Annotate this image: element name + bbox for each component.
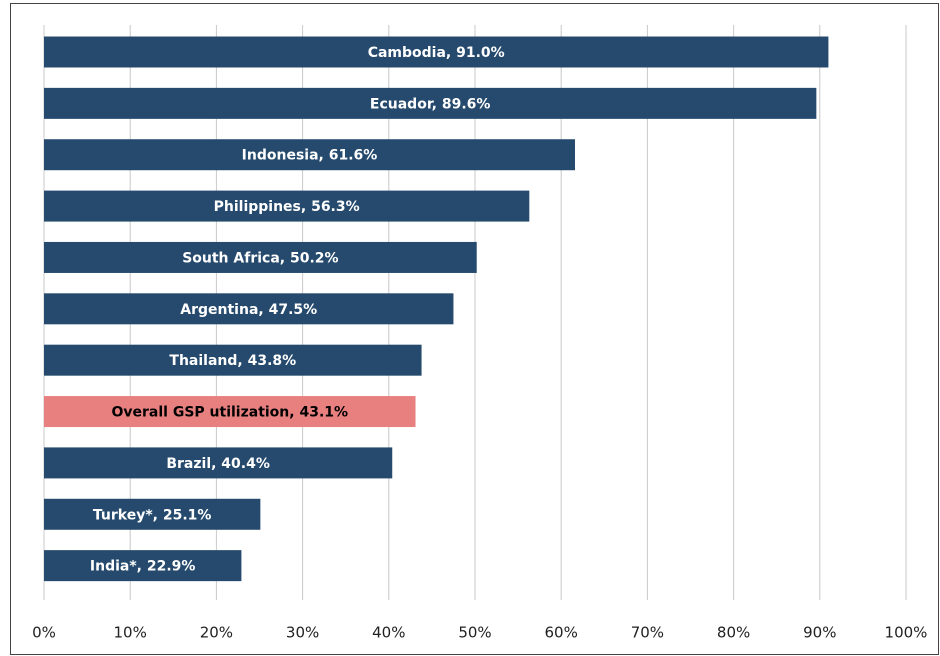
bar [44, 498, 261, 530]
bar [44, 87, 817, 119]
bar [44, 241, 477, 273]
data-label: South Africa, 50.2% [182, 250, 338, 266]
x-tick-label: 10% [114, 624, 147, 642]
bar [44, 293, 454, 325]
data-label: India*, 22.9% [90, 559, 196, 575]
bar [44, 190, 530, 222]
x-tick-label: 90% [803, 624, 836, 642]
data-label: Turkey*, 25.1% [93, 507, 212, 523]
bar [44, 139, 575, 171]
x-tick-label: 100% [885, 624, 928, 642]
x-tick-label: 0% [32, 624, 56, 642]
data-label: Indonesia, 61.6% [242, 148, 378, 164]
data-label: Overall GSP utilization, 43.1% [111, 405, 348, 421]
x-tick-label: 20% [200, 624, 233, 642]
bar [44, 396, 416, 428]
data-label: Ecuador, 89.6% [370, 96, 491, 112]
data-label: Philippines, 56.3% [214, 199, 360, 215]
bar [44, 36, 829, 68]
x-tick-label: 70% [631, 624, 664, 642]
data-label: Cambodia, 91.0% [368, 45, 505, 61]
x-tick-label: 40% [372, 624, 405, 642]
data-label: Argentina, 47.5% [180, 302, 317, 318]
x-tick-label: 30% [286, 624, 319, 642]
x-tick-label: 50% [458, 624, 491, 642]
bar [44, 550, 242, 582]
x-tick-label: 60% [545, 624, 578, 642]
bar [44, 344, 422, 376]
x-tick-label: 80% [717, 624, 750, 642]
data-label: Brazil, 40.4% [166, 456, 270, 472]
bar [44, 447, 393, 479]
data-label: Thailand, 43.8% [169, 353, 296, 369]
